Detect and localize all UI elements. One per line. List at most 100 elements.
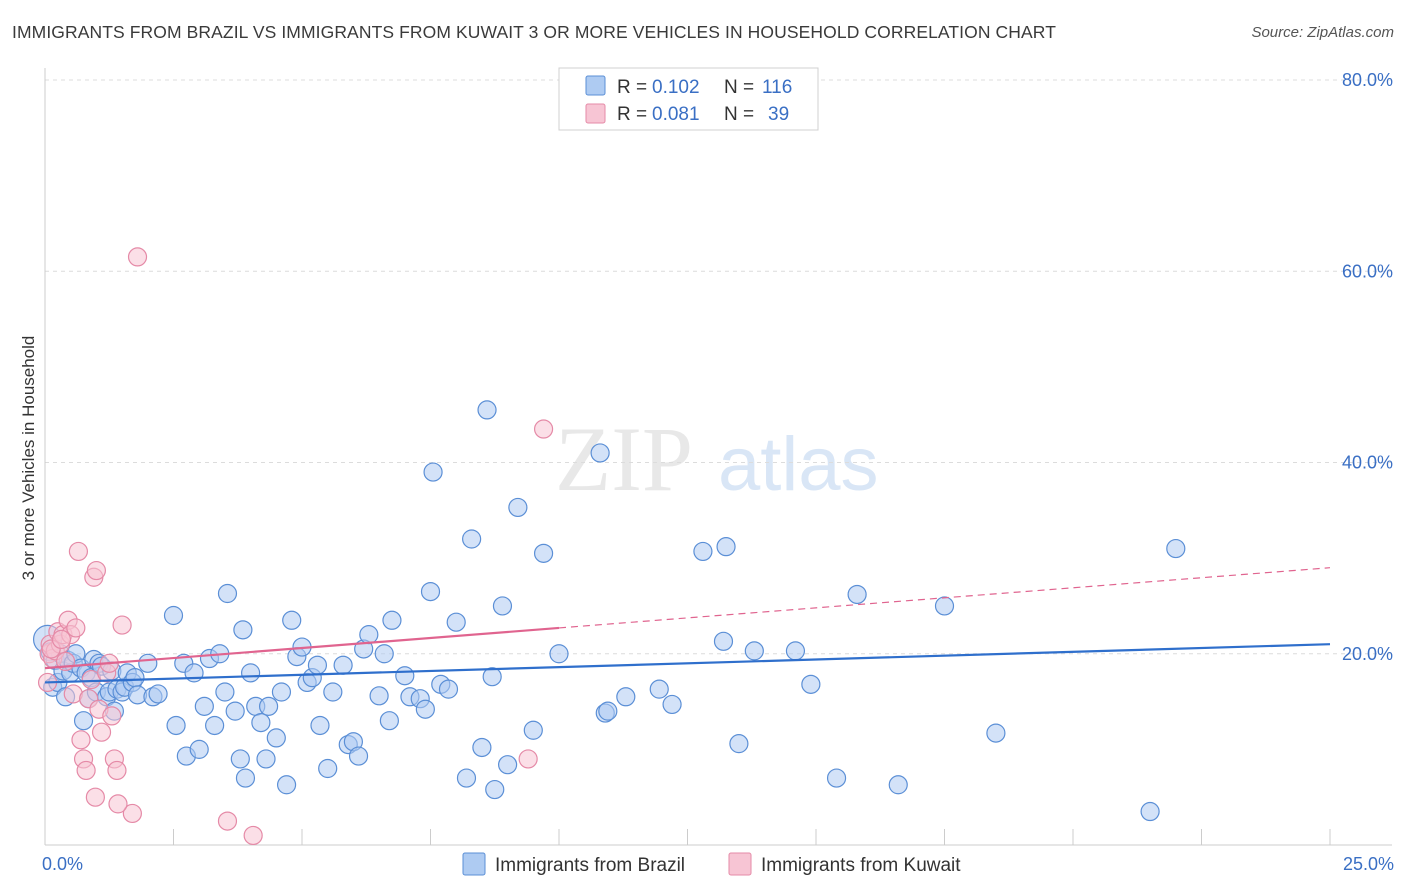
- brazil-point-94: [508, 497, 528, 518]
- legend-r-value-kuwait: 0.081: [652, 104, 700, 125]
- kuwait-point-29: [122, 803, 142, 824]
- legend-r-value-brazil: 0.102: [652, 77, 700, 98]
- brazil-point-116: [1166, 538, 1186, 559]
- legend-r-label-brazil: R =: [617, 77, 647, 98]
- watermark-atlas: atlas: [718, 422, 879, 507]
- brazil-point-59: [282, 610, 302, 630]
- brazil-point-92: [492, 596, 513, 616]
- brazil-point-96: [533, 543, 554, 563]
- bottom-legend-label-kuwait: Immigrants from Kuwait: [761, 855, 961, 876]
- brazil-point-51: [241, 663, 261, 683]
- brazil-point-89: [472, 737, 492, 758]
- brazil-point-114: [986, 723, 1006, 743]
- kuwait-point-35: [518, 749, 538, 769]
- brazil-point-13: [73, 711, 94, 731]
- brazil-point-110: [826, 768, 847, 788]
- kuwait-trend-line-dashed: [558, 567, 1331, 629]
- brazil-point-105: [716, 537, 736, 557]
- brazil-point-97: [549, 644, 569, 664]
- kuwait-point-14: [71, 730, 91, 750]
- brazil-point-35: [163, 605, 184, 626]
- kuwait-point-31: [85, 787, 105, 807]
- brazil-point-93: [498, 755, 518, 775]
- brazil-point-113: [934, 596, 955, 616]
- trend-lines: [44, 567, 1331, 684]
- kuwait-point-28: [112, 615, 132, 635]
- y-tick-label-0: 80.0%: [1342, 70, 1393, 90]
- brazil-point-86: [446, 612, 466, 632]
- kuwait-trend-line-solid: [44, 626, 560, 670]
- brazil-point-49: [233, 620, 253, 640]
- kuwait-point-32: [108, 794, 128, 814]
- brazil-point-47: [225, 701, 245, 721]
- brazil-point-77: [382, 610, 402, 630]
- watermark-zip: ZIP: [555, 408, 693, 510]
- bottom-legend-swatch-brazil: [462, 852, 486, 876]
- legend-swatch-kuwait: [585, 103, 606, 124]
- x-tick-labels: 0.0% 25.0%: [42, 854, 1394, 874]
- kuwait-point-30: [127, 247, 148, 267]
- legend-box: R = 0.102 N = 116 R = 0.081 N = 39: [558, 67, 819, 131]
- y-tick-label-3: 20.0%: [1342, 644, 1393, 664]
- brazil-point-41: [194, 696, 214, 716]
- brazil-point-118: [590, 443, 610, 463]
- brazil-point-46: [217, 583, 238, 604]
- source-label: Source: ZipAtlas.com: [1251, 24, 1394, 41]
- brazil-point-73: [359, 625, 379, 645]
- kuwait-point-16: [76, 760, 96, 781]
- brazil-point-67: [323, 682, 343, 702]
- brazil-point-36: [166, 715, 186, 736]
- brazil-point-64: [307, 655, 328, 675]
- brazil-point-53: [251, 712, 271, 733]
- brazil-point-112: [888, 775, 908, 795]
- brazil-point-108: [785, 641, 806, 661]
- brazil-point-56: [266, 728, 286, 748]
- brazil-point-115: [1140, 801, 1160, 822]
- brazil-point-104: [713, 631, 734, 651]
- brazil-point-102: [662, 694, 682, 715]
- brazil-point-66: [318, 758, 338, 779]
- brazil-point-99: [598, 701, 618, 721]
- kuwait-point-25: [102, 706, 122, 726]
- kuwait-point-12: [66, 618, 86, 638]
- brazil-point-55: [258, 696, 279, 716]
- brazil-point-117: [477, 400, 497, 420]
- brazil-point-88: [462, 529, 482, 549]
- brazil-point-111: [847, 584, 867, 605]
- brazil-point-90: [482, 667, 502, 687]
- brazil-point-83: [423, 462, 443, 482]
- brazil-point-48: [230, 749, 250, 769]
- brazil-point-95: [523, 720, 543, 740]
- bottom-legend: Immigrants from Brazil Immigrants from K…: [462, 852, 961, 876]
- brazil-point-30: [125, 668, 145, 688]
- brazil-point-32: [138, 653, 158, 673]
- bottom-legend-label-brazil: Immigrants from Brazil: [495, 855, 685, 876]
- brazil-point-58: [276, 775, 297, 795]
- brazil-point-100: [616, 687, 636, 707]
- brazil-point-78: [395, 666, 415, 686]
- legend-r-label-kuwait: R =: [617, 104, 647, 125]
- brazil-point-65: [310, 715, 330, 736]
- y-tick-label-1: 60.0%: [1342, 261, 1393, 281]
- legend-n-value-kuwait: 39: [768, 104, 789, 125]
- brazil-point-81: [415, 699, 435, 719]
- legend-n-value-brazil: 116: [762, 77, 792, 98]
- brazil-point-45: [215, 682, 235, 702]
- y-axis-label: 3 or more Vehicles in Household: [19, 336, 38, 581]
- brazil-point-106: [729, 734, 749, 754]
- axes: [44, 68, 1392, 846]
- brazil-trend-line: [44, 643, 1331, 684]
- brazil-point-57: [271, 682, 292, 702]
- kuwait-point-27: [107, 760, 127, 781]
- brazil-point-68: [333, 655, 353, 675]
- brazil-point-82: [420, 581, 441, 602]
- kuwait-point-13: [68, 541, 89, 562]
- kuwait-point-22: [91, 722, 112, 742]
- brazil-point-54: [256, 749, 276, 769]
- x-tick-label-0: 0.0%: [42, 854, 83, 874]
- kuwait-point-36: [533, 419, 554, 439]
- grid-lines: [45, 79, 1392, 655]
- brazil-points: [32, 400, 1186, 822]
- brazil-point-75: [374, 644, 394, 664]
